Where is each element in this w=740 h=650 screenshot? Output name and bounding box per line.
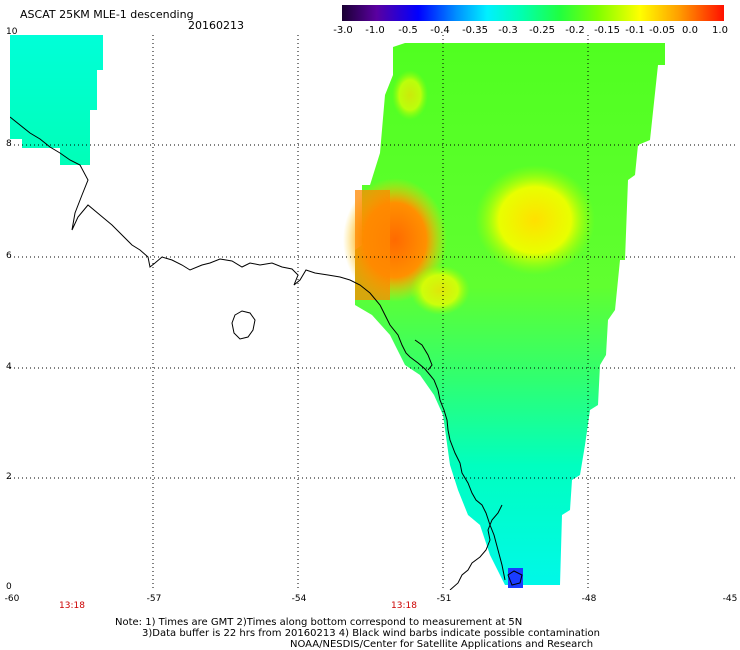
- note-line-2: 3)Data buffer is 22 hrs from 20160213 4)…: [142, 628, 600, 639]
- lat-label-10: 10: [6, 27, 18, 37]
- colorbar-label: -3.0: [333, 25, 353, 36]
- map-panel: [10, 35, 735, 590]
- colorbar-label: 0.0: [682, 25, 698, 36]
- note-line-1: Note: 1) Times are GMT 2)Times along bot…: [115, 617, 523, 628]
- nw-data-swath: [10, 35, 103, 165]
- yellow-region: [475, 165, 595, 275]
- colorbar-label: -0.25: [529, 25, 555, 36]
- time-label: 13:18: [59, 601, 85, 611]
- colorbar-label: -0.3: [498, 25, 518, 36]
- lat-label-4: 4: [6, 362, 12, 372]
- lon-label-51: -51: [436, 594, 452, 604]
- colorbar-label: -0.2: [565, 25, 585, 36]
- colorbar-label: 1.0: [712, 25, 728, 36]
- colorbar: [342, 5, 724, 21]
- coastline-lower: [449, 504, 503, 590]
- grid-lines: [10, 35, 735, 590]
- island-bottom: [507, 570, 523, 586]
- note-line-3: NOAA/NESDIS/Center for Satellite Applica…: [290, 639, 594, 650]
- lat-label-6: 6: [6, 251, 12, 261]
- map-date: 20160213: [188, 19, 244, 32]
- colorbar-label: -1.0: [365, 25, 385, 36]
- lat-label-2: 2: [6, 472, 12, 482]
- lon-label-45: -45: [722, 594, 738, 604]
- map-title: ASCAT 25KM MLE-1 descending: [20, 8, 194, 21]
- colorbar-labels: -3.0 -1.0 -0.5 -0.4 -0.35 -0.3 -0.25 -0.…: [330, 25, 740, 37]
- lon-label-48: -48: [581, 594, 597, 604]
- yellow-region-top: [392, 70, 428, 120]
- yellow-region-small: [410, 265, 470, 315]
- lat-label-0: 0: [6, 582, 12, 592]
- island-small: [231, 310, 256, 340]
- orange-edge: [355, 190, 390, 300]
- time-label: 13:18: [391, 601, 417, 611]
- island-channel: [414, 339, 433, 371]
- lon-label-54: -54: [291, 594, 307, 604]
- colorbar-label: -0.05: [649, 25, 675, 36]
- colorbar-label: -0.4: [430, 25, 450, 36]
- lat-label-8: 8: [6, 139, 12, 149]
- colorbar-label: -0.15: [594, 25, 620, 36]
- coastline: [10, 116, 506, 581]
- colorbar-label: -0.5: [398, 25, 418, 36]
- main-data-swath: [355, 43, 665, 585]
- colorbar-label: -0.35: [462, 25, 488, 36]
- lon-label-60: -60: [4, 594, 20, 604]
- colorbar-label: -0.1: [625, 25, 645, 36]
- lon-label-57: -57: [146, 594, 162, 604]
